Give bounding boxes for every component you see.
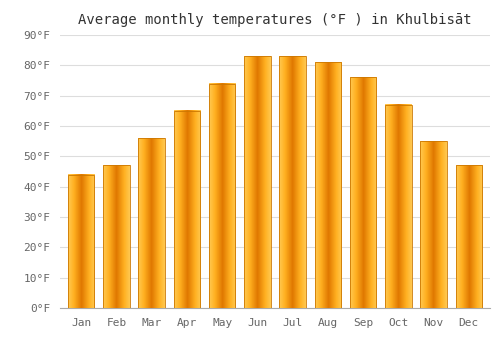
Bar [280, 56, 306, 308]
Bar [244, 56, 270, 308]
Bar [68, 175, 94, 308]
Bar [103, 166, 130, 308]
Bar [68, 175, 94, 308]
Bar [138, 138, 165, 308]
Bar [314, 62, 341, 308]
Bar [456, 166, 482, 308]
Bar [138, 138, 165, 308]
Bar [420, 141, 447, 308]
Bar [420, 141, 447, 308]
Bar [350, 77, 376, 308]
Title: Average monthly temperatures (°F ) in Khulbisāt: Average monthly temperatures (°F ) in Kh… [78, 13, 472, 27]
Bar [456, 166, 482, 308]
Bar [385, 105, 411, 308]
Bar [209, 84, 236, 308]
Bar [244, 56, 270, 308]
Bar [314, 62, 341, 308]
Bar [280, 56, 306, 308]
Bar [174, 111, 200, 308]
Bar [385, 105, 411, 308]
Bar [103, 166, 130, 308]
Bar [209, 84, 236, 308]
Bar [174, 111, 200, 308]
Bar [350, 77, 376, 308]
